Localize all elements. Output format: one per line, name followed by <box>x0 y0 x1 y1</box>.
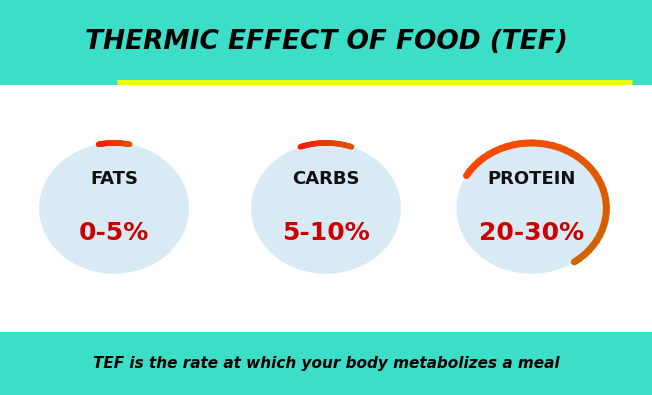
Bar <box>0 332 652 395</box>
Text: 5-10%: 5-10% <box>282 221 370 245</box>
Ellipse shape <box>251 143 401 274</box>
Text: CARBS: CARBS <box>292 170 360 188</box>
Ellipse shape <box>456 143 606 274</box>
Text: THERMIC EFFECT OF FOOD (TEF): THERMIC EFFECT OF FOOD (TEF) <box>85 30 567 55</box>
Text: TEF is the rate at which your body metabolizes a meal: TEF is the rate at which your body metab… <box>93 356 559 371</box>
Ellipse shape <box>39 143 189 274</box>
Bar <box>0 0 652 85</box>
Text: 20-30%: 20-30% <box>479 221 584 245</box>
Text: 0-5%: 0-5% <box>79 221 149 245</box>
Text: PROTEIN: PROTEIN <box>487 170 576 188</box>
Text: FATS: FATS <box>90 170 138 188</box>
